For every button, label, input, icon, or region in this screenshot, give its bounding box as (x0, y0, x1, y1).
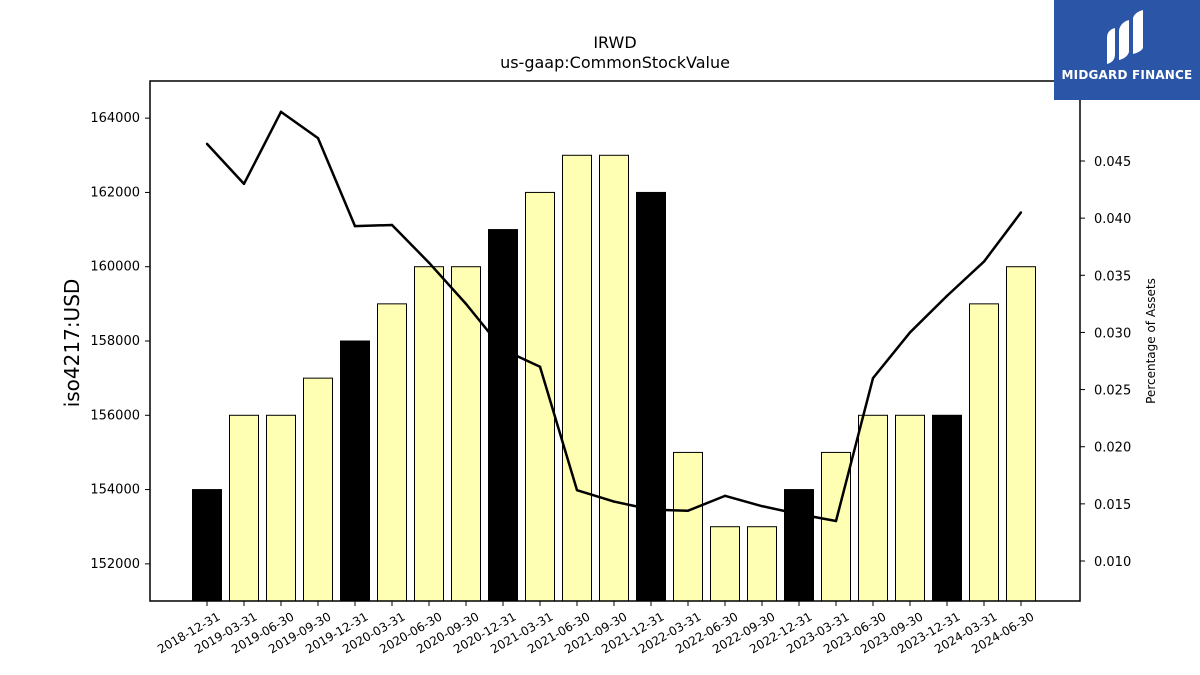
y2-tick-label: 0.035 (1094, 269, 1131, 284)
bar-2023-06-30 (858, 414, 888, 602)
y2-tick-label: 0.040 (1094, 212, 1131, 227)
bar-2022-12-31 (784, 489, 814, 602)
x-ticks: 2018-12-312019-03-312019-06-302019-09-30… (155, 601, 1037, 656)
line-point-2022-03-31 (686, 509, 690, 512)
chart-subtitle: us-gaap:CommonStockValue (500, 53, 730, 72)
y-axis-label: iso4217:USD (60, 279, 84, 408)
y-tick-label: 158000 (90, 334, 140, 349)
line-point-2021-06-30 (575, 488, 579, 492)
line-point-2020-09-30 (464, 302, 468, 306)
line-point-2019-09-30 (316, 136, 320, 140)
bar-2021-09-30 (599, 154, 629, 602)
y2-tick-label: 0.030 (1094, 326, 1131, 341)
y2-ticks: 0.010 0.015 0.020 0.025 0.030 0.035 0.040 0.045 (1080, 155, 1131, 570)
y-tick-label: 152000 (90, 557, 140, 572)
midgard-logo-icon (1107, 10, 1143, 64)
bar-2023-12-31 (932, 414, 962, 602)
line-point-2021-12-31 (649, 508, 653, 511)
chart-title: IRWD (593, 33, 636, 52)
bar-2024-06-30 (1006, 266, 1036, 602)
line-point-2020-06-30 (427, 261, 431, 264)
bar-2021-12-31 (636, 191, 666, 602)
line-series (205, 110, 1023, 523)
brand-logo: MIDGARD FINANCE (1054, 0, 1200, 100)
line-point-2023-09-30 (908, 331, 912, 334)
bar-2022-03-31 (673, 451, 703, 602)
line-point-2019-06-30 (279, 110, 283, 114)
line-point-2019-03-31 (242, 182, 246, 186)
y2-tick-label: 0.020 (1094, 441, 1131, 456)
bar-2020-06-30 (414, 266, 444, 602)
bar-2021-06-30 (562, 154, 592, 602)
bar-2023-03-31 (821, 451, 851, 602)
y-tick-label: 156000 (90, 408, 140, 423)
line-point-2023-12-31 (945, 294, 949, 298)
y-tick-label: 164000 (90, 111, 140, 126)
line-point-2023-06-30 (871, 376, 875, 380)
line-point-2018-12-31 (205, 142, 209, 146)
y-tick-label: 154000 (90, 483, 140, 498)
y-ticks: 152000 154000 156000 158000 160000 162000 1640… (90, 111, 150, 572)
y-tick-label: 160000 (90, 260, 140, 275)
bar-2022-09-30 (747, 526, 777, 602)
line-point-2020-03-31 (390, 223, 394, 227)
line-point-2023-03-31 (834, 519, 838, 523)
line-point-2022-09-30 (760, 504, 764, 508)
line-point-2021-03-31 (538, 365, 542, 368)
bar-2020-09-30 (451, 266, 481, 602)
line-point-2020-12-31 (501, 348, 505, 351)
line-point-2022-06-30 (723, 494, 727, 498)
y2-tick-label: 0.045 (1094, 155, 1131, 170)
line-point-2024-06-30 (1019, 211, 1023, 214)
bar-2024-03-31 (969, 303, 999, 602)
y2-tick-label: 0.025 (1094, 384, 1131, 399)
bar-2019-09-30 (303, 377, 333, 602)
bar-2020-12-31 (488, 229, 518, 602)
bar-2022-06-30 (710, 526, 740, 602)
bar-series (192, 154, 1036, 602)
bar-2018-12-31 (192, 489, 222, 602)
y2-axis-label: Percentage of Assets (1144, 278, 1158, 404)
bar-2019-03-31 (229, 414, 259, 602)
y2-tick-label: 0.015 (1094, 498, 1131, 513)
bar-2020-03-31 (377, 303, 407, 602)
line-point-2019-12-31 (353, 224, 357, 228)
line-point-2021-09-30 (612, 500, 616, 503)
bar-2019-12-31 (340, 340, 370, 602)
line-point-2022-12-31 (797, 512, 801, 516)
y2-tick-label: 0.010 (1094, 555, 1131, 570)
line-point-2024-03-31 (982, 260, 986, 263)
bar-2019-06-30 (266, 414, 296, 602)
y-tick-label: 162000 (90, 185, 140, 200)
bar-2023-09-30 (895, 414, 925, 602)
brand-name: MIDGARD FINANCE (1061, 68, 1193, 82)
